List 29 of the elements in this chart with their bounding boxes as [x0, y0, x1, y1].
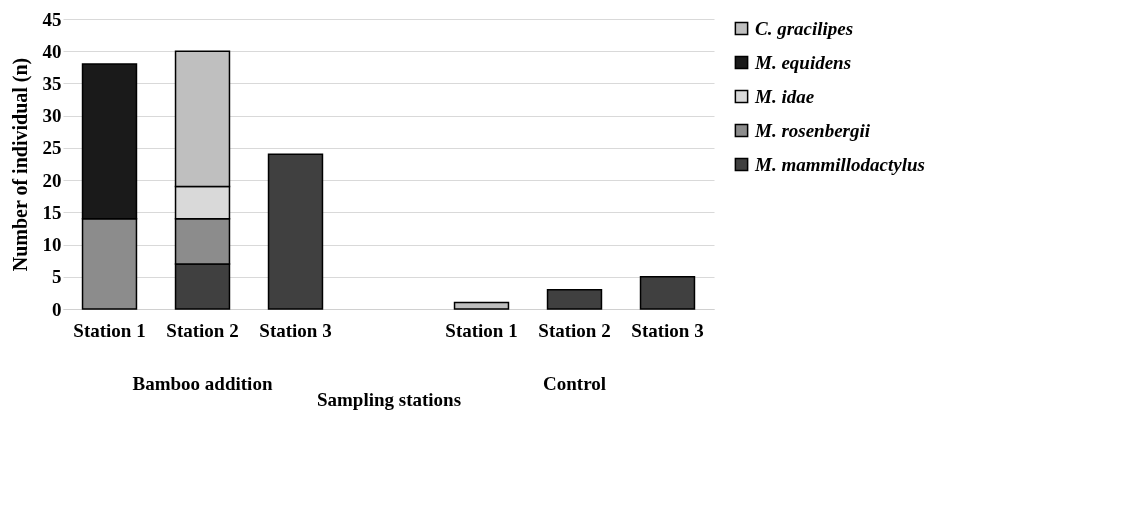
bar — [453, 301, 510, 310]
legend-label: M. rosenbergii — [754, 119, 871, 141]
text: Bamboo addition — [132, 373, 273, 394]
y-tick-label: 15 — [42, 201, 62, 223]
y-tick-label: 35 — [42, 72, 62, 94]
y-tick-label: 20 — [42, 169, 62, 191]
legend-label: C. gracilipes — [755, 17, 854, 39]
y-tick-label: 45 — [42, 8, 62, 30]
bar — [267, 153, 324, 310]
x-tick-label: Station 2 — [538, 319, 611, 341]
text: Control — [543, 373, 606, 394]
x-tick-label: Station 3 — [259, 319, 332, 341]
x-axis-title: Sampling stations — [316, 388, 462, 410]
x-tick-label: Station 3 — [631, 319, 704, 341]
legend-label: M. mammillodactylus — [754, 153, 925, 175]
x-tick-label: Station 2 — [166, 319, 239, 341]
x-tick-label: Station 1 — [73, 319, 146, 341]
y-tick-label: 10 — [42, 234, 62, 256]
legend-label: M. idae — [754, 85, 815, 107]
y-tick-label: 40 — [42, 40, 62, 62]
legend-label: M. equidens — [754, 51, 852, 73]
y-tick-label: 5 — [52, 266, 62, 288]
y-axis-title: Number of individual (n) — [8, 57, 32, 272]
y-tick-label: 0 — [52, 298, 62, 320]
x-tick-label: Station 1 — [445, 319, 518, 341]
y-tick-label: 30 — [42, 105, 62, 127]
bar — [546, 288, 603, 310]
y-tick-label: 25 — [42, 137, 62, 159]
bar — [639, 276, 696, 310]
